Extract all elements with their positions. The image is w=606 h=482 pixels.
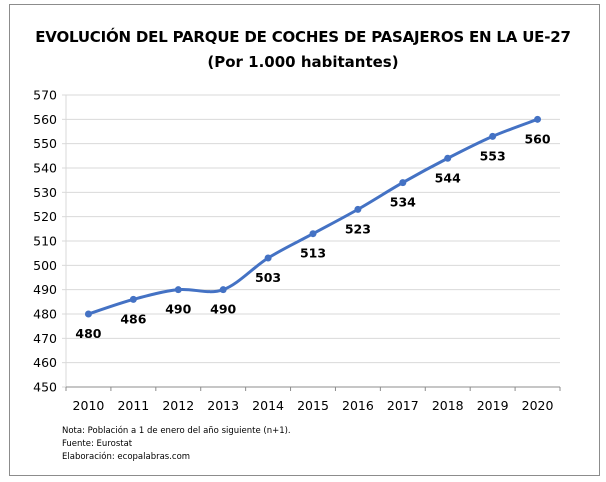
x-tick-label: 2010 [73,398,105,413]
note-text: Nota: Población a 1 de enero del año sig… [62,426,291,436]
x-tick-label: 2012 [162,398,194,413]
data-point [174,286,182,294]
y-tick-label: 460 [33,355,57,370]
y-tick-label: 560 [33,112,57,127]
data-point [129,295,137,303]
data-label: 486 [120,311,146,326]
x-tick-label: 2014 [252,398,284,413]
data-label: 503 [255,270,281,285]
data-label: 480 [75,326,101,341]
x-axis: 2010 2011 2012 2013 2014 2015 2016 2017 2018 2019… [65,386,561,413]
y-tick-label: 500 [33,258,57,273]
data-point [219,286,227,294]
data-label: 513 [300,246,326,261]
data-label: 490 [210,302,236,317]
y-tick-label: 450 [33,380,57,395]
source-text: Fuente: Eurostat [62,439,133,449]
x-tick-label: 2019 [477,398,509,413]
chart-frame [9,4,600,476]
data-label: 544 [435,170,461,185]
data-point [309,230,317,238]
y-tick-label: 520 [33,209,57,224]
y-tick-label: 480 [33,307,57,322]
author-text: Elaboración: ecopalabras.com [62,452,191,462]
y-axis: 450 460 470 480 490 500 510 520 530 540 550 560 570 [33,88,67,395]
x-tick-label: 2017 [387,398,419,413]
data-point [354,205,362,213]
x-tick-label: 2015 [297,398,329,413]
x-tick-label: 2020 [522,398,554,413]
data-label: 553 [480,148,506,163]
data-point [84,310,92,318]
y-tick-label: 470 [33,331,57,346]
x-tick-label: 2013 [207,398,239,413]
y-tick-label: 510 [33,234,57,249]
x-tick-label: 2016 [342,398,374,413]
series [84,115,542,318]
data-point [534,115,542,123]
y-tick-label: 530 [33,185,57,200]
data-point [399,179,407,187]
data-point [264,254,272,262]
data-point [444,154,452,162]
y-tick-label: 550 [33,136,57,151]
data-label: 490 [165,302,191,317]
y-tick-label: 490 [33,282,57,297]
data-label: 534 [390,195,416,210]
chart-title: EVOLUCIÓN DEL PARQUE DE COCHES DE PASAJE… [35,28,571,46]
data-point [489,132,497,140]
x-tick-label: 2018 [432,398,464,413]
y-tick-label: 570 [33,88,57,103]
data-labels: 480 486 490 490 503 513 523 534 544 553 560 [75,131,550,341]
y-tick-label: 540 [33,161,57,176]
data-label: 523 [345,221,371,236]
data-label: 560 [524,131,550,146]
chart-subtitle: (Por 1.000 habitantes) [207,53,399,71]
chart-notes: Nota: Población a 1 de enero del año sig… [62,425,291,464]
x-tick-label: 2011 [117,398,149,413]
